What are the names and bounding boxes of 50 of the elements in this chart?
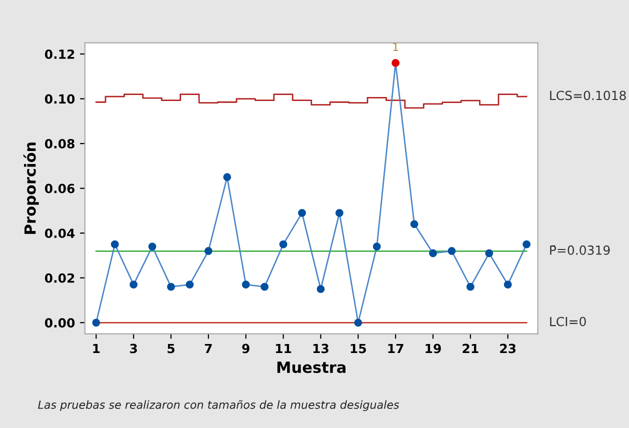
point (466, 282, 474, 291)
point (335, 208, 344, 217)
point (167, 282, 175, 291)
x-tick-label: 5 (168, 344, 174, 354)
point (223, 173, 232, 182)
x-tick-label: 19 (426, 344, 441, 354)
series-label: LCS=0.1018 (550, 90, 626, 100)
y-tick-label: 0.04 (44, 228, 75, 238)
point (372, 242, 381, 250)
x-tick-label: 9 (242, 344, 250, 354)
x-tick-label: 13 (313, 344, 328, 354)
point (410, 220, 418, 228)
point (392, 58, 400, 67)
point (148, 242, 156, 250)
point (204, 247, 212, 255)
point (92, 318, 100, 327)
point (298, 208, 306, 217)
ref-line-label: P̄=0.0319 (550, 245, 610, 255)
text: Las pruebas se realizaron con tamaños de la muestra desiguales (38, 400, 400, 412)
y-tick-label: 0.10 (44, 94, 75, 104)
point (485, 249, 494, 258)
y-tick-label: 0.00 (44, 318, 75, 328)
y-tick-label: 0.02 (44, 273, 74, 283)
x-tick-label: 17 (388, 344, 404, 354)
x-tick-label: 1 (93, 344, 100, 354)
point (316, 285, 325, 294)
point (429, 249, 437, 258)
x-axis-title: Muestra (277, 362, 346, 374)
x-tick-label: 21 (462, 344, 478, 354)
point (260, 282, 269, 291)
x-tick-label: 3 (130, 344, 137, 354)
x-tick-label: 23 (500, 344, 516, 354)
y-tick-label: 0.12 (44, 49, 74, 59)
y-axis-title: Proporción (23, 142, 39, 234)
x-tick-label: 11 (276, 344, 292, 354)
point (522, 240, 531, 248)
point (279, 240, 288, 248)
y-tick-label: 0.06 (44, 184, 75, 194)
annotation: 1 (393, 42, 398, 51)
point (504, 280, 512, 289)
point (110, 240, 119, 248)
y-tick-label: 0.08 (44, 139, 74, 148)
point (448, 247, 456, 255)
point (242, 280, 250, 289)
ref-line-label: LCI=0 (550, 316, 586, 326)
x-tick-label: 15 (350, 344, 366, 354)
x-tick-label: 7 (204, 344, 212, 354)
point (354, 318, 362, 327)
point (130, 280, 138, 289)
point (186, 280, 194, 289)
